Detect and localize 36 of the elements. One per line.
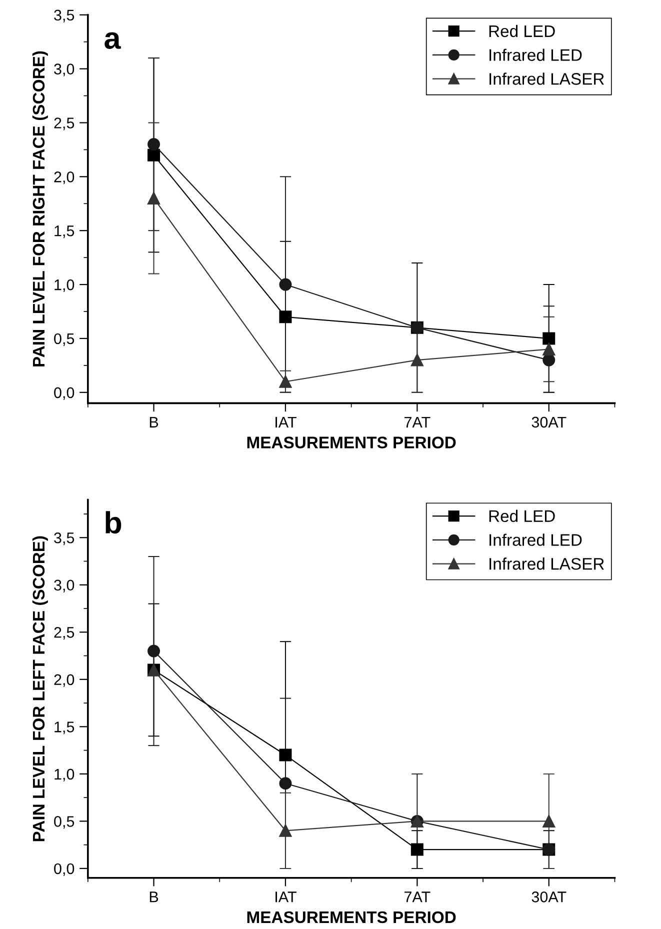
- y-tick-label: 2,5: [54, 627, 74, 640]
- y-tick-label: 3,5: [54, 532, 74, 546]
- y-tick-label: 2,0: [54, 674, 74, 687]
- y-tick-label: 0,5: [54, 333, 74, 346]
- y-axis-title: PAIN LEVEL FOR RIGHT FACE (SCORE): [32, 51, 48, 366]
- legend-label: Red LED: [489, 510, 555, 522]
- y-axis-title: PAIN LEVEL FOR LEFT FACE (SCORE): [32, 536, 48, 842]
- x-tick-label: B: [150, 416, 158, 428]
- x-axis-title: MEASUREMENTS PERIOD: [247, 436, 456, 448]
- y-tick-label: 2,0: [54, 172, 74, 184]
- y-tick-label: 2,5: [54, 118, 74, 130]
- x-tick-label: 7AT: [404, 892, 430, 902]
- y-tick-label: 1,0: [54, 768, 74, 782]
- x-tick-label: B: [150, 892, 158, 902]
- y-tick-label: 0,0: [54, 863, 74, 876]
- y-tick-label: 0,0: [54, 387, 74, 400]
- x-tick-label: 30AT: [532, 416, 566, 428]
- y-tick-label: 0,5: [54, 816, 74, 829]
- x-tick-label: IAT: [276, 416, 296, 428]
- y-tick-label: 3,0: [54, 580, 74, 592]
- y-tick-label: 1,5: [54, 226, 74, 238]
- y-tick-label: 1,0: [54, 279, 74, 292]
- x-axis-title: MEASUREMENTS PERIOD: [247, 911, 456, 924]
- x-tick-label: 7AT: [404, 416, 430, 428]
- x-tick-label: IAT: [276, 892, 296, 902]
- x-tick-label: 30AT: [532, 892, 566, 902]
- legend-label: Infrared LED: [490, 48, 582, 61]
- legend-label: Infrared LASER: [490, 558, 604, 570]
- y-tick-label: 3,5: [54, 10, 74, 22]
- legend-label: Infrared LASER: [490, 72, 604, 85]
- annotation: a: [104, 32, 121, 49]
- legend-label: Infrared LED: [490, 534, 582, 546]
- legend-label: Red LED: [489, 24, 555, 38]
- y-tick-label: 1,5: [54, 722, 74, 734]
- annotation: b: [106, 511, 122, 534]
- y-tick-label: 3,0: [54, 64, 74, 76]
